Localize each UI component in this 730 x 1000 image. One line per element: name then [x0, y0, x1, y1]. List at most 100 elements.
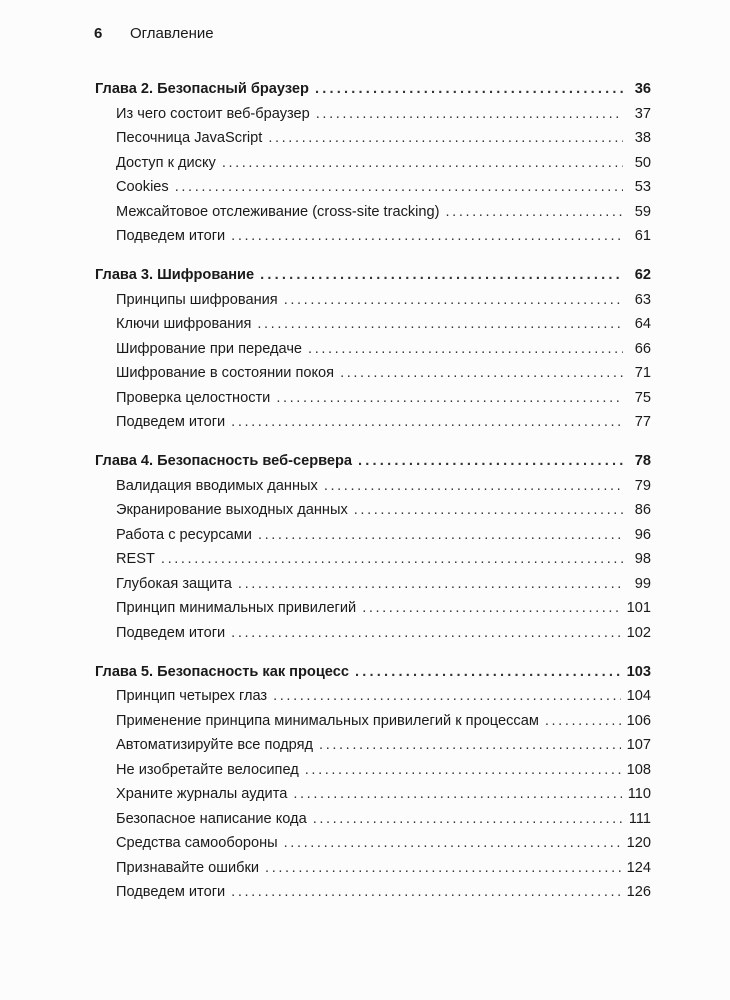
section-entry[interactable]: Глубокая защита.........................… [95, 572, 651, 597]
entry-page: 71 [634, 365, 651, 381]
section-entry[interactable]: Работа с ресурсами......................… [95, 523, 651, 548]
entry-title: Валидация вводимых данных [116, 477, 318, 494]
entry-title: Принципы шифрования [116, 291, 278, 308]
section-entry[interactable]: Средства самообороны....................… [95, 831, 651, 856]
section-entry[interactable]: Принцип четырех глаз....................… [95, 684, 651, 709]
section-entry[interactable]: Шифрование в состоянии покоя............… [95, 361, 651, 386]
entry-title: Глава 3. Шифрование [95, 267, 255, 283]
entry-page: 124 [626, 859, 651, 876]
entry-page: 111 [628, 810, 651, 827]
entry-title: Подведем итоги [116, 228, 226, 244]
entry-title: REST [116, 551, 155, 567]
dot-leader: ........................................… [315, 105, 623, 122]
entry-page: 64 [634, 316, 651, 332]
dot-leader: ........................................… [353, 502, 623, 518]
dot-leader: ........................................… [308, 340, 623, 357]
section-entry[interactable]: Применение принципа минимальных привилег… [95, 709, 651, 734]
entry-title: Безопасное написание кода [116, 810, 307, 827]
dot-leader: ........................................… [231, 414, 623, 430]
section-entry[interactable]: Подведем итоги..........................… [95, 224, 651, 249]
entry-title: Экранирование выходных данных [116, 502, 348, 518]
dot-leader: ........................................… [544, 712, 621, 729]
entry-title: Проверка целостности [116, 389, 271, 406]
dot-leader: ........................................… [283, 291, 623, 308]
dot-leader: ........................................… [354, 663, 621, 680]
section-entry[interactable]: Не изобретайте велосипед................… [95, 758, 651, 783]
dot-leader: ........................................… [445, 203, 623, 220]
entry-title: Принцип минимальных привилегий [116, 600, 357, 616]
chapter-entry[interactable]: Глава 2. Безопасный браузер.............… [95, 77, 651, 102]
entry-page: 38 [634, 130, 651, 146]
section-entry[interactable]: REST....................................… [95, 547, 651, 572]
section-entry[interactable]: Автоматизируйте все подряд..............… [95, 733, 651, 758]
section-entry[interactable]: Песочница JavaScript....................… [95, 126, 651, 151]
entry-title: Подведем итоги [116, 414, 226, 430]
running-header: 6 Оглавление [94, 25, 214, 42]
chapter-entry[interactable]: Глава 5. Безопасность как процесс.......… [95, 660, 651, 685]
section-entry[interactable]: Проверка целостности....................… [95, 386, 651, 411]
chapter-section: Глава 5. Безопасность как процесс.......… [95, 660, 651, 905]
entry-title: Глубокая защита [116, 575, 232, 592]
entry-page: 77 [634, 414, 651, 430]
section-entry[interactable]: Подведем итоги..........................… [95, 621, 651, 646]
entry-page: 103 [626, 663, 651, 680]
section-entry[interactable]: Валидация вводимых данных...............… [95, 474, 651, 499]
chapter-section: Глава 3. Шифрование.....................… [95, 263, 651, 435]
dot-leader: ........................................… [265, 859, 621, 876]
entry-title: Глава 4. Безопасность веб-сервера [95, 453, 353, 469]
entry-title: Признавайте ошибки [116, 859, 260, 876]
entry-title: Ключи шифрования [116, 316, 252, 332]
entry-page: 106 [626, 712, 651, 729]
section-entry[interactable]: Доступ к диску..........................… [95, 151, 651, 176]
entry-page: 96 [634, 526, 651, 543]
dot-leader: ........................................… [174, 179, 623, 195]
entry-title: Глава 5. Безопасность как процесс [95, 663, 349, 680]
entry-page: 66 [634, 340, 651, 357]
dot-leader: ........................................… [160, 551, 623, 567]
entry-title: Песочница JavaScript [116, 130, 263, 146]
dot-leader: ........................................… [231, 884, 620, 900]
section-entry[interactable]: Храните журналы аудита..................… [95, 782, 651, 807]
entry-page: 108 [626, 761, 651, 778]
table-of-contents: Глава 2. Безопасный браузер.............… [95, 77, 651, 919]
section-entry[interactable]: Подведем итоги..........................… [95, 880, 651, 905]
section-entry[interactable]: Из чего состоит веб-браузер.............… [95, 102, 651, 127]
dot-leader: ........................................… [314, 81, 623, 97]
dot-leader: ........................................… [312, 810, 623, 827]
chapter-section: Глава 2. Безопасный браузер.............… [95, 77, 651, 249]
dot-leader: ........................................… [257, 316, 623, 332]
section-entry[interactable]: Ключи шифрования........................… [95, 312, 651, 337]
dot-leader: ........................................… [283, 835, 621, 851]
entry-page: 107 [626, 737, 651, 753]
section-entry[interactable]: Принципы шифрования.....................… [95, 288, 651, 313]
section-entry[interactable]: Экранирование выходных данных...........… [95, 498, 651, 523]
entry-title: Автоматизируйте все подряд [116, 737, 314, 753]
chapter-entry[interactable]: Глава 4. Безопасность веб-сервера.......… [95, 449, 651, 474]
dot-leader: ........................................… [237, 575, 623, 592]
entry-page: 99 [634, 575, 651, 592]
entry-page: 53 [634, 179, 651, 195]
entry-page: 50 [634, 154, 651, 171]
chapter-entry[interactable]: Глава 3. Шифрование.....................… [95, 263, 651, 288]
dot-leader: ........................................… [231, 624, 620, 641]
entry-title: Применение принципа минимальных привилег… [116, 712, 539, 729]
dot-leader: ........................................… [257, 526, 623, 543]
entry-page: 36 [634, 81, 651, 97]
dot-leader: ........................................… [304, 761, 621, 778]
entry-title: Из чего состоит веб-браузер [116, 105, 310, 122]
entry-page: 61 [634, 228, 651, 244]
section-entry[interactable]: Подведем итоги..........................… [95, 410, 651, 435]
dot-leader: ........................................… [323, 477, 623, 494]
section-entry[interactable]: Шифрование при передаче.................… [95, 337, 651, 362]
dot-leader: ........................................… [319, 737, 621, 753]
section-entry[interactable]: Межсайтовое отслеживание (cross-site tra… [95, 200, 651, 225]
section-entry[interactable]: Безопасное написание кода...............… [95, 807, 651, 832]
dot-leader: ........................................… [293, 786, 622, 802]
dot-leader: ........................................… [231, 228, 623, 244]
section-entry[interactable]: Принцип минимальных привилегий..........… [95, 596, 651, 621]
entry-title: Шифрование при передаче [116, 340, 303, 357]
section-entry[interactable]: Признавайте ошибки......................… [95, 856, 651, 881]
section-entry[interactable]: Cookies.................................… [95, 175, 651, 200]
entry-title: Межсайтовое отслеживание (cross-site tra… [116, 203, 440, 220]
dot-leader: ........................................… [273, 688, 621, 704]
